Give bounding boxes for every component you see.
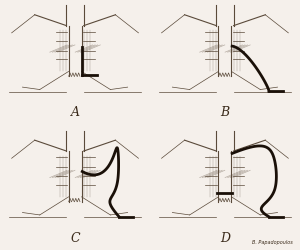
Text: C: C [70,231,80,244]
Text: B. Papadopoulos: B. Papadopoulos [252,239,293,244]
Text: B: B [220,106,230,119]
Text: A: A [70,106,80,119]
Text: D: D [220,231,230,244]
